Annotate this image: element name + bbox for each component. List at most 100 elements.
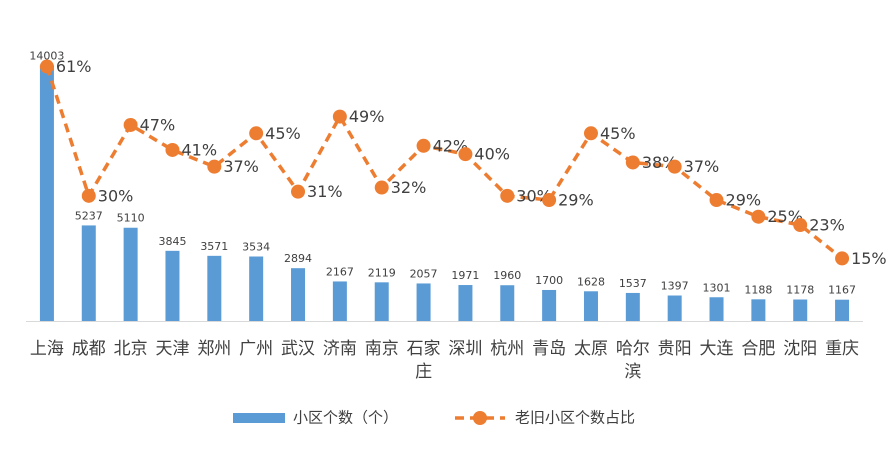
x-tick-label: 郑州 <box>197 339 231 359</box>
line-marker <box>374 180 389 195</box>
bar-value-label: 2167 <box>326 265 354 278</box>
bar <box>793 299 808 321</box>
bar-value-label: 2057 <box>410 267 438 280</box>
line-marker <box>123 117 138 132</box>
line-marker <box>751 209 766 224</box>
x-tick-label: 合肥 <box>741 339 775 359</box>
bar-value-label: 2119 <box>368 266 396 279</box>
bar <box>667 295 682 321</box>
line-value-label: 15% <box>851 249 887 268</box>
legend-marker <box>473 411 487 425</box>
x-tick-label: 北京 <box>114 339 148 359</box>
line-value-label: 29% <box>726 191 762 210</box>
bar-value-label: 1397 <box>661 280 689 293</box>
line-value-label: 41% <box>181 140 217 159</box>
line-marker <box>291 184 306 199</box>
bar <box>332 281 347 321</box>
bar <box>458 285 473 321</box>
line-marker <box>207 159 222 174</box>
line-marker <box>39 59 54 74</box>
line-marker <box>332 109 347 124</box>
bar-value-label: 3534 <box>242 241 270 254</box>
bar-value-label: 5110 <box>117 212 145 225</box>
bar <box>625 292 640 321</box>
x-tick-label: 大连 <box>700 339 734 359</box>
bar-value-label: 3845 <box>158 235 186 248</box>
line-marker <box>249 126 264 141</box>
bar-value-label: 1167 <box>828 284 856 297</box>
x-tick-label: 南京 <box>365 339 399 359</box>
legend-swatch <box>233 413 285 423</box>
x-tick-label: 石家庄 <box>407 339 441 382</box>
bar-value-label: 1537 <box>619 277 647 290</box>
line-value-label: 61% <box>56 57 92 76</box>
line-marker <box>709 193 724 208</box>
bar-value-label: 1960 <box>493 269 521 282</box>
bar-value-label: 1188 <box>744 283 772 296</box>
line-marker <box>458 147 473 162</box>
bar-value-label: 5237 <box>75 209 103 222</box>
line-marker <box>542 193 557 208</box>
x-tick-label: 上海 <box>30 339 64 359</box>
x-tick-label: 天津 <box>155 339 189 359</box>
legend-label: 老旧小区个数占比 <box>515 409 635 427</box>
bar <box>81 225 96 321</box>
line-value-label: 47% <box>140 115 176 134</box>
line-marker <box>165 142 180 157</box>
line-value-label: 40% <box>474 145 510 164</box>
line-marker <box>625 155 640 170</box>
x-tick-label: 武汉 <box>281 339 315 359</box>
bar-value-label: 14003 <box>29 49 64 62</box>
bar <box>416 283 431 321</box>
line-marker <box>500 188 515 203</box>
line-value-label: 31% <box>307 182 343 201</box>
bar <box>165 250 180 321</box>
line-value-label: 29% <box>558 191 594 210</box>
x-tick-label: 青岛 <box>532 339 566 359</box>
line-value-label: 45% <box>265 124 301 143</box>
bar-value-label: 3571 <box>200 240 228 253</box>
x-tick-label: 贵阳 <box>658 339 692 359</box>
line-marker <box>81 188 96 203</box>
line-value-label: 25% <box>767 207 803 226</box>
bar <box>751 299 766 321</box>
bar <box>542 289 557 321</box>
bar <box>583 291 598 321</box>
x-tick-label: 深圳 <box>448 339 482 359</box>
bar-value-label: 2894 <box>284 252 312 265</box>
bar <box>291 268 306 321</box>
line-value-label: 45% <box>600 124 636 143</box>
bar <box>123 227 138 321</box>
x-tick-label: 杭州 <box>490 339 524 359</box>
line-marker <box>667 159 682 174</box>
x-tick-label: 济南 <box>323 339 357 359</box>
line-marker <box>416 138 431 153</box>
line-marker <box>583 126 598 141</box>
x-tick-label: 成都 <box>72 339 106 359</box>
bar-value-label: 1628 <box>577 275 605 288</box>
line-value-label: 30% <box>98 186 134 205</box>
legend-label: 小区个数（个） <box>293 409 398 427</box>
bar-value-label: 1700 <box>535 274 563 287</box>
line-marker <box>793 218 808 233</box>
bar <box>709 297 724 321</box>
line-value-label: 32% <box>391 178 427 197</box>
bar-value-label: 1971 <box>451 269 479 282</box>
bar <box>374 282 389 321</box>
line-value-label: 37% <box>684 157 720 176</box>
x-tick-label: 广州 <box>239 339 273 359</box>
bar <box>835 299 850 321</box>
line-value-label: 37% <box>223 157 259 176</box>
line-value-label: 42% <box>433 136 469 155</box>
x-tick-label: 太原 <box>574 339 608 359</box>
bar <box>500 285 515 321</box>
bar-value-label: 1301 <box>703 281 731 294</box>
bar <box>39 65 54 321</box>
bar <box>207 255 222 321</box>
x-tick-label: 哈尔滨 <box>616 339 650 382</box>
x-tick-label: 重庆 <box>825 339 859 359</box>
bar <box>249 256 264 321</box>
line-value-label: 49% <box>349 107 385 126</box>
bar-value-label: 1178 <box>786 284 814 297</box>
